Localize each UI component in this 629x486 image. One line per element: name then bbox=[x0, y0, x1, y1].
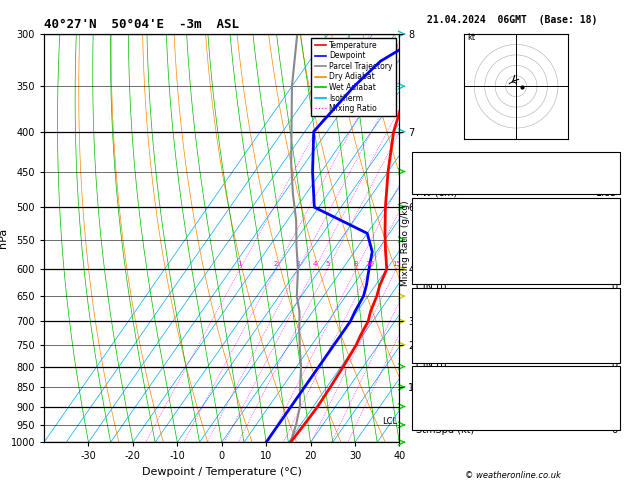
Text: Dewp (°C): Dewp (°C) bbox=[416, 227, 466, 237]
Text: θₑ (K): θₑ (K) bbox=[416, 317, 443, 328]
Text: 4: 4 bbox=[313, 261, 317, 267]
Text: Lifted Index: Lifted Index bbox=[416, 254, 473, 264]
Text: SREH: SREH bbox=[416, 396, 442, 406]
Text: 313: 313 bbox=[599, 317, 617, 328]
Text: 18: 18 bbox=[605, 382, 617, 392]
Text: K: K bbox=[416, 159, 422, 170]
Text: Pressure (mb): Pressure (mb) bbox=[416, 303, 484, 313]
Text: 1.83: 1.83 bbox=[596, 188, 617, 198]
Text: 8: 8 bbox=[353, 261, 359, 267]
Text: LCL: LCL bbox=[382, 417, 397, 426]
Text: 10: 10 bbox=[605, 227, 617, 237]
Text: 3: 3 bbox=[296, 261, 301, 267]
Text: 44: 44 bbox=[605, 174, 617, 184]
Text: CAPE (J): CAPE (J) bbox=[416, 268, 455, 278]
Text: StmSpd (kt): StmSpd (kt) bbox=[416, 425, 474, 435]
Text: EH: EH bbox=[416, 382, 429, 392]
Text: PW (cm): PW (cm) bbox=[416, 188, 457, 198]
Text: Most Unstable: Most Unstable bbox=[476, 294, 555, 304]
Text: Lifted Index: Lifted Index bbox=[416, 332, 473, 342]
Text: Mixing Ratio (g/kg): Mixing Ratio (g/kg) bbox=[401, 200, 410, 286]
Text: 40°27'N  50°04'E  -3m  ASL: 40°27'N 50°04'E -3m ASL bbox=[44, 18, 239, 32]
Text: 310°: 310° bbox=[594, 411, 617, 420]
Text: CAPE (J): CAPE (J) bbox=[416, 346, 455, 356]
Text: Totals Totals: Totals Totals bbox=[416, 174, 475, 184]
Text: Temp (°C): Temp (°C) bbox=[416, 213, 464, 224]
Text: 0: 0 bbox=[611, 361, 617, 370]
Text: StmDir: StmDir bbox=[416, 411, 450, 420]
Text: © weatheronline.co.uk: © weatheronline.co.uk bbox=[465, 471, 560, 480]
Text: 6: 6 bbox=[611, 425, 617, 435]
Text: 5: 5 bbox=[611, 332, 617, 342]
Text: Hodograph: Hodograph bbox=[486, 373, 546, 383]
Text: 0: 0 bbox=[611, 346, 617, 356]
Text: 10: 10 bbox=[365, 261, 374, 267]
Text: CIN (J): CIN (J) bbox=[416, 361, 447, 370]
Text: kt: kt bbox=[467, 33, 475, 42]
Text: θₑ(K): θₑ(K) bbox=[416, 241, 440, 251]
Text: 1: 1 bbox=[238, 261, 242, 267]
Text: 15: 15 bbox=[392, 261, 401, 267]
X-axis label: Dewpoint / Temperature (°C): Dewpoint / Temperature (°C) bbox=[142, 467, 302, 477]
Text: 8: 8 bbox=[611, 254, 617, 264]
Text: 30: 30 bbox=[605, 396, 617, 406]
Text: 2: 2 bbox=[274, 261, 278, 267]
Text: CIN (J): CIN (J) bbox=[416, 282, 447, 292]
Text: 22: 22 bbox=[604, 159, 617, 170]
Y-axis label: hPa: hPa bbox=[0, 228, 8, 248]
Text: 15.5: 15.5 bbox=[596, 213, 617, 224]
Text: 750: 750 bbox=[598, 303, 617, 313]
Legend: Temperature, Dewpoint, Parcel Trajectory, Dry Adiabat, Wet Adiabat, Isotherm, Mi: Temperature, Dewpoint, Parcel Trajectory… bbox=[311, 38, 396, 116]
Y-axis label: km
ASL: km ASL bbox=[416, 229, 438, 247]
Text: 0: 0 bbox=[611, 268, 617, 278]
Text: 0: 0 bbox=[611, 282, 617, 292]
Text: 5: 5 bbox=[325, 261, 330, 267]
Text: 21.04.2024  06GMT  (Base: 18): 21.04.2024 06GMT (Base: 18) bbox=[428, 15, 598, 25]
Text: Surface: Surface bbox=[495, 204, 537, 214]
Text: 309: 309 bbox=[599, 241, 617, 251]
